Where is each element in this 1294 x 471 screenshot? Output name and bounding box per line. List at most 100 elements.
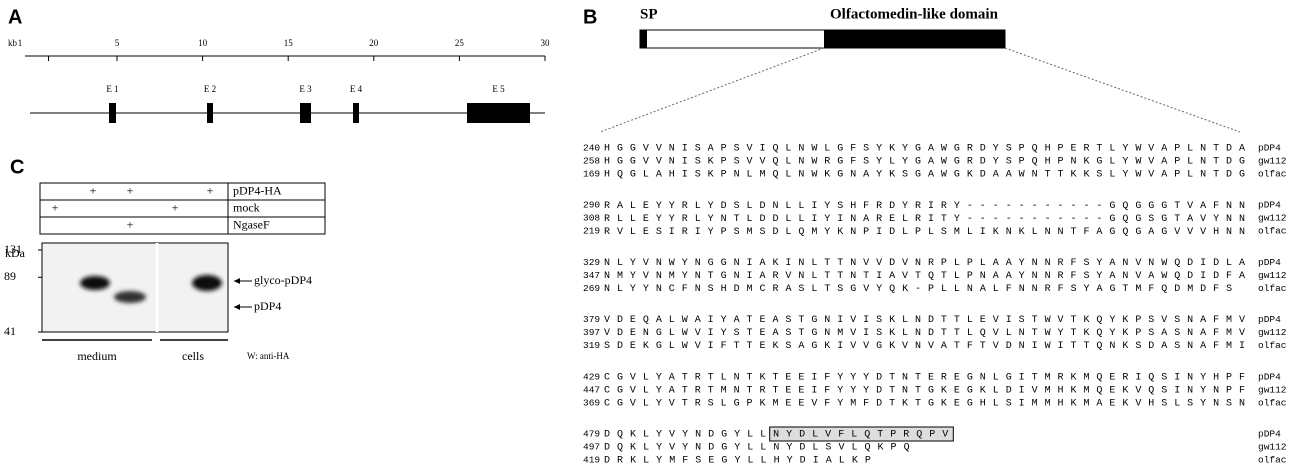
sequence: DRKLYMFSEGYLLHYDIALKP <box>604 456 871 467</box>
band <box>114 291 146 303</box>
sequence-name: olfac <box>1258 283 1287 294</box>
sequence-name: gw112 <box>1258 270 1287 281</box>
treatment-label: pDP4-HA <box>233 183 282 197</box>
sequence-start: 258 <box>583 156 600 167</box>
treatment-mark: + <box>207 183 214 197</box>
exon-label: E 1 <box>106 84 118 94</box>
sequence: SDEKGLWVIFTTEKSAGKIVVGKVNVATFTVDNIWITTQN… <box>604 341 1245 352</box>
exon <box>353 103 359 123</box>
exon <box>207 103 213 123</box>
kb-tick-label: 15 <box>284 38 294 48</box>
kb-tick-label: 10 <box>198 38 208 48</box>
sequence-name: pDP4 <box>1258 143 1281 154</box>
treatment-label: mock <box>233 200 260 214</box>
sequence-name: olfac <box>1258 455 1287 466</box>
sequence-start: 397 <box>583 327 600 338</box>
kb-tick-label: 20 <box>369 38 379 48</box>
sequence: NLYVNWYNGGNIAKINLTTNVVDVNRPLPLAAYNNRFSYA… <box>604 258 1245 269</box>
exon <box>300 103 311 123</box>
band-label: glyco-pDP4 <box>254 273 312 287</box>
band <box>80 276 110 290</box>
band <box>192 275 222 291</box>
sequence: VDEQALWAIYATEASTGNIVISKLNDTTLEVISTWVTKQY… <box>604 315 1245 326</box>
sequence-start: 419 <box>583 455 600 466</box>
signal-peptide <box>640 30 647 48</box>
sequence-start: 319 <box>583 340 600 351</box>
sequence-start: 429 <box>583 371 600 382</box>
sequence: DQKLYVYNDGYLLNYDLSVLQKPQ <box>604 443 910 454</box>
exon-label: E 5 <box>492 84 505 94</box>
panel-letter: C <box>10 156 24 178</box>
panel-letter: A <box>8 6 22 28</box>
exon <box>109 103 116 123</box>
band-label: pDP4 <box>254 299 281 313</box>
marker-label: 41 <box>4 324 16 338</box>
sequence-start: 369 <box>583 397 600 408</box>
sequence-start: 219 <box>583 226 600 237</box>
domain-label: Olfactomedin-like domain <box>830 6 999 22</box>
treatment-mark: + <box>90 183 97 197</box>
sequence-name: pDP4 <box>1258 429 1281 440</box>
sequence: NMYVNMYNTGNIARVNLTTNTIAVTQTLPNAAYNNRFSYA… <box>604 271 1245 282</box>
signal-label: SP <box>640 6 658 22</box>
group-label: cells <box>182 349 204 363</box>
band-arrows <box>234 278 252 310</box>
sequence-name: pDP4 <box>1258 257 1281 268</box>
axis-unit: kb <box>8 38 18 48</box>
highlight-box <box>770 427 954 441</box>
sequence-name: gw112 <box>1258 213 1287 224</box>
figure: A kb E 1E 2E 3E 4E 5 B SP Olfactomedin-l… <box>0 0 1294 471</box>
sequence: HGGVVNISKPSVVQLNWRGFSYLYGAWGRDYSPQHPNKGL… <box>604 157 1245 168</box>
sequence: RLLEYYRLYNTLDDLLIYINARELRITY-----------G… <box>604 214 1245 225</box>
treatment-table: pDP4-HA+++mock++NgaseF+ <box>40 183 325 234</box>
exon-label: E 3 <box>299 84 312 94</box>
sequence-start: 240 <box>583 143 600 154</box>
exons: E 1 E 2 E 3 E 4 E 5 <box>106 84 530 123</box>
treatment-mark: + <box>52 200 59 214</box>
group-label: medium <box>77 349 117 363</box>
sequence: RVLESIRIYPSMSDLQMYKNPIDLPLSMLIKNKLNNTFAG… <box>604 227 1245 238</box>
kb-tick-label: 5 <box>115 38 120 48</box>
kb-tick-label: 30 <box>541 38 551 48</box>
sequence-name: pDP4 <box>1258 314 1281 325</box>
sequence-name: olfac <box>1258 397 1287 408</box>
sequence-start: 269 <box>583 283 600 294</box>
sequence-start: 308 <box>583 213 600 224</box>
sequence: VDENGLWVIYSTEASTGNMVISKLNDTTLQVLNTWYTKQY… <box>604 328 1245 339</box>
sequence-name: gw112 <box>1258 384 1287 395</box>
exon <box>467 103 530 123</box>
sequence-start: 497 <box>583 442 600 453</box>
sequence-name: olfac <box>1258 340 1287 351</box>
zoom-line <box>600 48 824 132</box>
sequence: HQGLAHISKPNLMQLNWKGNAYKSGAWGKDAAWNTTKKSL… <box>604 170 1245 181</box>
sequence: RALEYYRLYDSLDNLLIYSHFRDYRIRY-----------G… <box>604 201 1245 212</box>
marker-label: 89 <box>4 269 16 283</box>
sequence: CGVLYVTRSLGPKMEEVFYMFDTKTGKEGHLSIMMHKMAE… <box>604 398 1245 409</box>
sequence: CGVLYATRTLNTKTEEIFYYYDTNTEREGNLGITMRKMQE… <box>604 372 1245 383</box>
sequence-start: 479 <box>583 429 600 440</box>
sequence-start: 329 <box>583 257 600 268</box>
sequence-name: pDP4 <box>1258 371 1281 382</box>
kb-tick-label: 25 <box>455 38 465 48</box>
kb-tick-label: 1 <box>18 38 23 48</box>
marker-label: 131 <box>4 242 22 256</box>
sequence-start: 169 <box>583 169 600 180</box>
sequence-name: olfac <box>1258 226 1287 237</box>
sequence-start: 290 <box>583 200 600 211</box>
sequence: HGGVVNISAPSVIQLNWLGFSYKYGAWGRDYSPQHPERTL… <box>604 144 1245 155</box>
treatment-label: NgaseF <box>233 217 270 231</box>
sequence-start: 347 <box>583 270 600 281</box>
antibody-label: W: anti-HA <box>247 351 290 361</box>
treatment-mark: + <box>127 183 134 197</box>
domain-block <box>824 30 1005 48</box>
alignment: 240 HGGVVNISAPSVIQLNWLGFSYKYGAWGRDYSPQHPE… <box>583 143 1287 467</box>
zoom-line <box>1005 48 1240 132</box>
sequence-name: olfac <box>1258 169 1287 180</box>
sequence-name: gw112 <box>1258 327 1287 338</box>
exon-label: E 2 <box>204 84 216 94</box>
sequence-start: 447 <box>583 384 600 395</box>
sequence-name: pDP4 <box>1258 200 1281 211</box>
exon-label: E 4 <box>350 84 363 94</box>
sequence: CGVLYATRTMNTRTEEIFYYYDTNTGKEGKLDIVMHKMQE… <box>604 385 1245 396</box>
treatment-mark: + <box>127 217 134 231</box>
